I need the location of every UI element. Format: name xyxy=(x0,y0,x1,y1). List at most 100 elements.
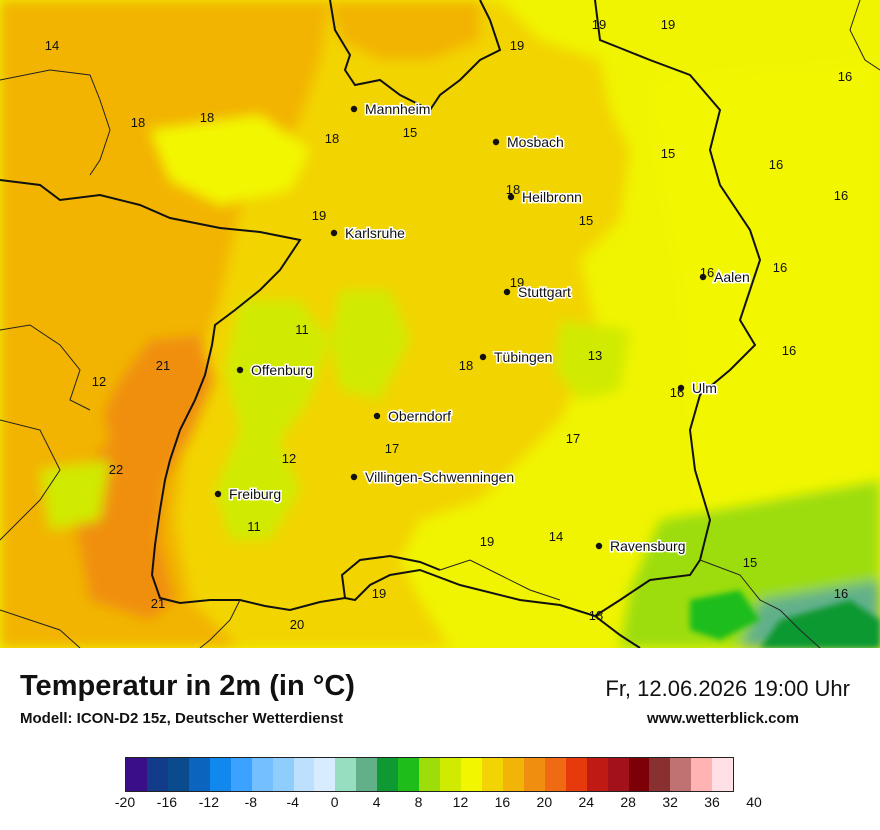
temperature-map: 14 19 19 19 16 18 18 18 15 15 16 16 18 15 19 16 19 16 11 13… xyxy=(0,0,880,648)
legend-tick-label: 16 xyxy=(494,794,511,810)
temperature-value: 19 xyxy=(480,534,494,549)
temperature-value: 20 xyxy=(290,617,304,632)
city-dot xyxy=(479,353,487,361)
legend-tick-label: 40 xyxy=(746,794,762,810)
temperature-value: 18 xyxy=(131,115,145,130)
city-marker: Villingen-Schwenningen xyxy=(350,468,516,487)
temperature-value: 19 xyxy=(312,208,326,223)
city-label: Karlsruhe xyxy=(345,225,405,241)
city-marker: Mosbach xyxy=(492,133,565,152)
temperature-value: 19 xyxy=(661,17,675,32)
legend-tick-label: 4 xyxy=(372,794,381,810)
temperature-value: 16 xyxy=(782,343,796,358)
legend-swatch xyxy=(461,758,482,791)
legend-swatch xyxy=(670,758,692,791)
color-legend xyxy=(125,757,735,792)
legend-tick-label: 28 xyxy=(620,794,636,810)
temperature-value: 16 xyxy=(773,260,787,275)
map-title: Temperatur in 2m (in °C) xyxy=(20,670,355,702)
legend-swatch xyxy=(126,758,147,791)
alpine-green xyxy=(690,590,880,648)
temperature-value: 21 xyxy=(156,358,170,373)
legend-swatch xyxy=(167,758,189,791)
legend-tick-label: -20 xyxy=(114,794,136,810)
legend-tick-label: 24 xyxy=(578,794,595,810)
temperature-value: 11 xyxy=(295,322,309,337)
legend-swatch xyxy=(146,758,168,791)
city-dot xyxy=(699,273,707,281)
temperature-value: 19 xyxy=(510,275,524,290)
temperature-value: 16 xyxy=(834,586,848,601)
temperature-values: 14 19 19 19 16 18 18 18 15 15 16 16 18 15 19 16 19 16 11 13… xyxy=(45,17,852,632)
legend-swatch xyxy=(398,758,420,791)
legend-swatch xyxy=(481,758,503,791)
city-label: Offenburg xyxy=(251,362,313,378)
temperature-value: 12 xyxy=(282,451,296,466)
temperature-value: 17 xyxy=(385,441,399,456)
temperature-value: 19 xyxy=(592,17,606,32)
temperature-value: 17 xyxy=(566,431,580,446)
legend-swatch xyxy=(691,758,713,791)
city-marker: Mannheim xyxy=(350,100,432,119)
temperature-value: 18 xyxy=(506,182,520,197)
legend-swatch xyxy=(502,758,524,791)
temperature-value: 19 xyxy=(510,38,524,53)
temperature-value: 18 xyxy=(589,608,603,623)
city-marker: Offenburg xyxy=(236,361,315,380)
city-label: Mosbach xyxy=(507,134,564,150)
legend-tick-label: 8 xyxy=(414,794,423,810)
city-label: Freiburg xyxy=(229,486,281,502)
city-dot xyxy=(350,105,358,113)
legend-tick-label: 36 xyxy=(704,794,720,810)
city-marker: Oberndorf xyxy=(373,407,453,426)
temperature-value: 16 xyxy=(769,157,783,172)
city-dot xyxy=(503,288,511,296)
borders xyxy=(0,0,880,648)
legend-tick-label: 0 xyxy=(330,794,339,810)
temperature-value: 15 xyxy=(661,146,675,161)
website-link[interactable]: www.wetterblick.com xyxy=(647,710,799,727)
city-marker: Ulm xyxy=(677,379,718,398)
city-dot xyxy=(330,229,338,237)
legend-swatch xyxy=(419,758,441,791)
legend-swatch xyxy=(440,758,461,791)
legend-swatch xyxy=(712,758,734,791)
city-label: Mannheim xyxy=(365,101,430,117)
city-label: Villingen-Schwenningen xyxy=(365,469,514,485)
temperature-value: 12 xyxy=(92,374,106,389)
legend-tick-label: 20 xyxy=(536,794,553,810)
temperature-value: 15 xyxy=(743,555,757,570)
legend-swatch xyxy=(628,758,650,791)
legend-swatch xyxy=(188,758,210,791)
temperature-value: 18 xyxy=(200,110,214,125)
city-label: Stuttgart xyxy=(518,284,571,300)
city-dot xyxy=(595,542,603,550)
city-marker: Ravensburg xyxy=(595,537,687,556)
cities: Mannheim Mosbach Heilbronn Karlsruhe Aalen St… xyxy=(214,100,751,556)
legend-swatch xyxy=(565,758,587,791)
legend-swatch xyxy=(314,758,336,791)
legend-swatch xyxy=(607,758,629,791)
city-label: Ravensburg xyxy=(610,538,686,554)
city-dot xyxy=(492,138,500,146)
legend-tick-label: -12 xyxy=(198,794,219,810)
temperature-value: 18 xyxy=(459,358,473,373)
legend-swatch xyxy=(544,758,566,791)
temperature-value: 16 xyxy=(838,69,852,84)
legend-tick-label: -16 xyxy=(156,794,178,810)
city-label: Ulm xyxy=(692,380,717,396)
temperature-value: 14 xyxy=(549,529,563,544)
legend-swatch xyxy=(230,758,252,791)
legend-ticks: -20 -16 -12 -8 -4 0 4 8 12 16 20 24 28 32 36 40 xyxy=(0,794,880,814)
legend-swatch xyxy=(293,758,315,791)
city-dot xyxy=(677,384,685,392)
city-dot xyxy=(214,490,222,498)
city-dot xyxy=(373,412,381,420)
temperature-value: 22 xyxy=(109,462,123,477)
city-marker: Karlsruhe xyxy=(330,224,407,243)
legend-swatch xyxy=(272,758,294,791)
city-dot xyxy=(350,473,358,481)
legend-swatch xyxy=(586,758,608,791)
temperature-value: 19 xyxy=(372,586,386,601)
temperature-value: 18 xyxy=(325,131,339,146)
